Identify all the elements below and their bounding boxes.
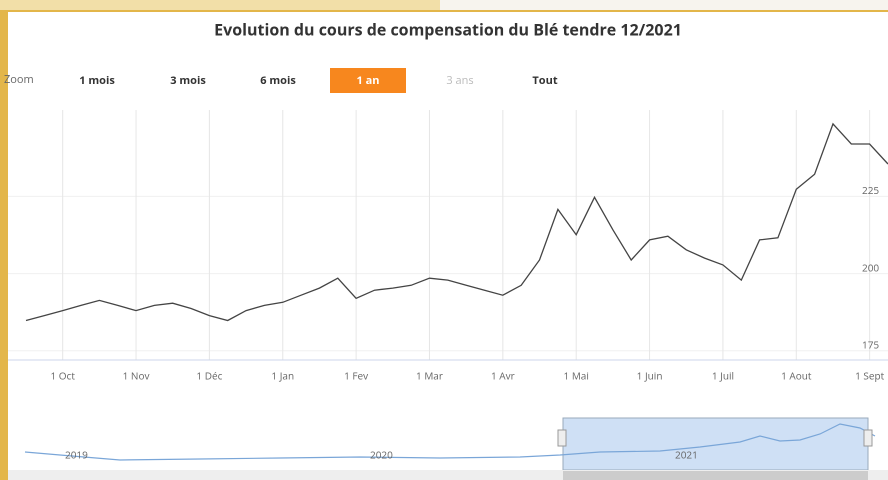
x-tick-label: 1 Aout bbox=[781, 369, 812, 383]
x-tick-label: 1 Avr bbox=[491, 369, 515, 383]
navigator-handle[interactable] bbox=[557, 429, 567, 447]
zoom-button[interactable]: 1 mois bbox=[79, 73, 115, 88]
range-selector: Zoom 1 mois 3 mois 6 mois 1 an 3 ans Tout bbox=[4, 68, 558, 93]
zoom-button[interactable]: 6 mois bbox=[260, 73, 296, 88]
navigator-label: 2021 bbox=[675, 448, 698, 462]
x-tick-label: 1 Mar bbox=[416, 369, 443, 383]
x-tick-label: 1 Jan bbox=[271, 369, 294, 383]
x-tick-label: 1 Mai bbox=[564, 369, 589, 383]
x-tick-label: 1 Fev bbox=[344, 369, 368, 383]
top-strip bbox=[0, 0, 440, 10]
plot-area: 1 Oct 1 Nov 1 Déc 1 Jan 1 Fev 1 Mar 1 Avr 1 Mai… bbox=[8, 110, 888, 383]
x-tick-label: 1 Oct bbox=[50, 369, 75, 383]
scrollbar[interactable] bbox=[8, 470, 888, 480]
chart-title: Evolution du cours de compensation du Bl… bbox=[214, 18, 682, 40]
navigator-line bbox=[24, 423, 876, 461]
y-tick-label: 175 bbox=[862, 337, 879, 351]
zoom-button[interactable]: Tout bbox=[532, 73, 557, 88]
zoom-button[interactable]: 3 mois bbox=[170, 73, 206, 88]
price-line bbox=[25, 122, 888, 322]
navigator-handle[interactable] bbox=[863, 429, 873, 447]
y-tick-label: 225 bbox=[862, 183, 879, 197]
zoom-button[interactable]: 1 an bbox=[356, 73, 379, 88]
zoom-button-bg[interactable] bbox=[330, 68, 406, 93]
x-tick-label: 1 Juin bbox=[637, 369, 663, 383]
zoom-label: Zoom bbox=[4, 72, 34, 87]
chart-panel bbox=[8, 12, 888, 480]
x-tick-label: 1 Juil bbox=[712, 369, 734, 383]
scrollbar-thumb[interactable] bbox=[563, 471, 868, 480]
x-tick-label: 1 Déc bbox=[196, 369, 222, 383]
zoom-button: 3 ans bbox=[446, 73, 473, 88]
x-tick-label: 1 Nov bbox=[123, 369, 150, 383]
x-tick-label: 1 Sept bbox=[855, 369, 885, 383]
navigator-label: 2019 bbox=[65, 448, 88, 462]
navigator-selection[interactable] bbox=[562, 417, 869, 471]
top-strip bbox=[440, 0, 888, 10]
navigator-label: 2020 bbox=[370, 448, 393, 462]
y-tick-label: 200 bbox=[862, 260, 879, 274]
